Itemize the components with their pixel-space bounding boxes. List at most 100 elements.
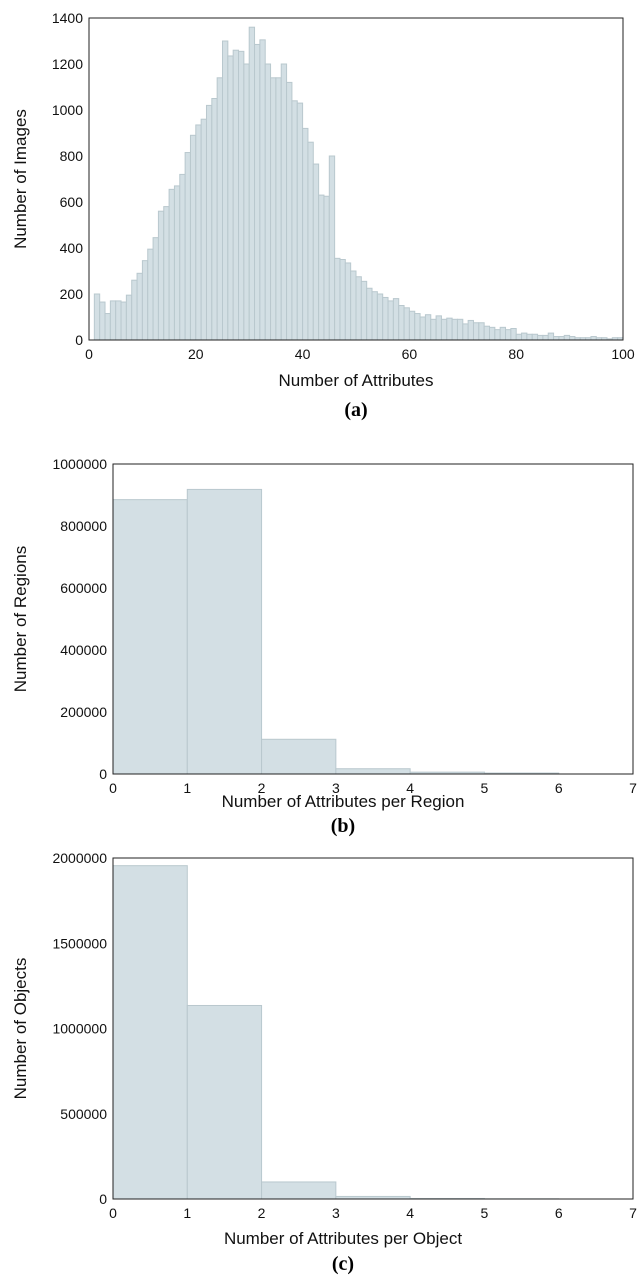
bar xyxy=(335,768,411,775)
plot-frame xyxy=(88,17,624,341)
bar xyxy=(328,155,336,341)
bar xyxy=(259,39,266,341)
y-tick-label: 600 xyxy=(60,194,84,210)
bar xyxy=(494,329,501,341)
bar xyxy=(270,77,277,341)
bar xyxy=(569,336,576,341)
x-tick-label: 3 xyxy=(332,1205,340,1221)
y-tick-label: 2000000 xyxy=(52,850,107,866)
bar xyxy=(186,1004,263,1200)
bar xyxy=(387,300,394,341)
bar xyxy=(553,336,560,341)
bar xyxy=(424,314,432,341)
bar xyxy=(147,248,154,341)
bar xyxy=(302,127,309,341)
bar xyxy=(440,318,448,341)
x-tick-label: 2 xyxy=(258,1205,266,1221)
bar xyxy=(510,328,517,341)
bar xyxy=(186,488,263,775)
bar xyxy=(115,300,122,341)
bar xyxy=(392,298,400,341)
bar xyxy=(200,118,207,341)
y-axis-label: Number of Images xyxy=(11,109,30,249)
chart-panel-1: 0 200 400 600 800 1000 1200 1400 0 20 40 60 80 100 Num… xyxy=(11,10,635,421)
x-tick-label: 20 xyxy=(188,346,204,362)
y-tick-label: 200 xyxy=(60,286,84,302)
y-tick-label: 200000 xyxy=(60,704,107,720)
bar xyxy=(563,334,571,341)
y-axis-label: Number of Objects xyxy=(11,958,30,1100)
x-axis-label: Number of Attributes per Object xyxy=(224,1229,462,1248)
bar xyxy=(163,206,170,341)
bar xyxy=(446,317,453,341)
x-tick-label: 1 xyxy=(183,1205,191,1221)
bar xyxy=(261,738,337,775)
panel-label: (b) xyxy=(331,815,355,837)
bar xyxy=(248,26,256,341)
bar xyxy=(483,325,491,341)
y-tick-label: 400 xyxy=(60,240,84,256)
x-axis-label: Number of Attributes xyxy=(279,371,434,390)
bar xyxy=(104,313,111,341)
bar xyxy=(243,63,250,341)
bar xyxy=(323,195,330,341)
x-tick-label: 2 xyxy=(258,780,266,796)
y-tick-label: 1400 xyxy=(52,10,83,26)
bar xyxy=(499,326,507,341)
bar xyxy=(189,134,197,341)
x-tick-label: 4 xyxy=(406,780,414,796)
chart-panel-2: 0 200000 400000 600000 800000 1000000 0 1 2 3 4 5 6 7… xyxy=(11,456,637,837)
bar xyxy=(515,333,523,341)
x-tick-label: 1 xyxy=(183,780,191,796)
x-tick-label: 7 xyxy=(629,1205,637,1221)
bar xyxy=(366,287,373,341)
bar xyxy=(521,332,528,341)
bar xyxy=(318,194,325,341)
bar xyxy=(472,322,480,341)
bar xyxy=(307,141,314,341)
bar xyxy=(462,323,469,341)
y-tick-label: 0 xyxy=(99,1191,107,1207)
chart-panel-3: 0 500000 1000000 1500000 2000000 0 1 2 3 4 5 6 7 Numb… xyxy=(11,850,637,1275)
y-tick-label: 500000 xyxy=(60,1106,107,1122)
bar xyxy=(168,188,175,341)
x-tick-label: 0 xyxy=(109,780,117,796)
bar xyxy=(157,210,165,341)
bar xyxy=(173,185,181,341)
bar xyxy=(430,318,437,341)
bar xyxy=(205,104,213,341)
x-tick-label: 5 xyxy=(481,1205,489,1221)
y-tick-label: 0 xyxy=(99,766,107,782)
x-tick-label: 40 xyxy=(295,346,311,362)
bar xyxy=(264,63,272,341)
x-tick-label: 7 xyxy=(629,780,637,796)
y-axis-label: Number of Regions xyxy=(11,546,30,692)
bar xyxy=(398,305,405,341)
x-tick-label: 3 xyxy=(332,780,340,796)
bar xyxy=(227,55,234,341)
bar xyxy=(232,49,240,341)
bar xyxy=(414,313,421,341)
bar xyxy=(435,315,442,341)
panel-label: (a) xyxy=(344,399,367,421)
x-tick-label: 0 xyxy=(85,346,93,362)
x-tick-label: 4 xyxy=(406,1205,414,1221)
bar xyxy=(376,293,384,341)
bar xyxy=(179,173,186,341)
x-tick-label: 100 xyxy=(611,346,635,362)
x-axis-label: Number of Attributes per Region xyxy=(222,792,465,811)
y-tick-label: 1200 xyxy=(52,56,83,72)
bar xyxy=(526,333,533,341)
bar xyxy=(350,270,357,341)
bar xyxy=(211,98,218,341)
y-tick-label: 1000 xyxy=(52,102,83,118)
bar xyxy=(590,336,597,341)
y-tick-label: 800000 xyxy=(60,518,107,534)
bar xyxy=(99,301,106,341)
bar xyxy=(296,102,304,341)
y-tick-label: 0 xyxy=(75,332,83,348)
bar xyxy=(261,1181,337,1200)
bar xyxy=(408,310,416,341)
y-tick-label: 1000000 xyxy=(52,1021,107,1037)
bar xyxy=(355,276,362,341)
